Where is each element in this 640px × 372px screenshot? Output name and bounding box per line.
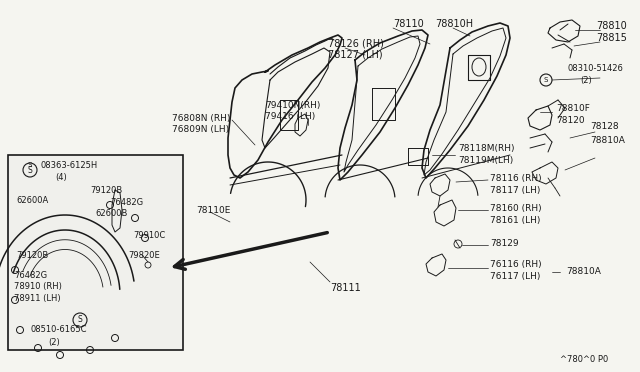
Text: 78161 (LH): 78161 (LH) [490, 215, 540, 224]
Text: 76482G: 76482G [14, 270, 47, 279]
Text: 78815: 78815 [596, 33, 627, 43]
Text: ^780^0 P0: ^780^0 P0 [560, 356, 608, 365]
Text: 79120B: 79120B [16, 250, 48, 260]
Text: 78129: 78129 [490, 238, 518, 247]
Text: 79410N(RH): 79410N(RH) [265, 100, 321, 109]
Text: 78110: 78110 [393, 19, 424, 29]
Text: 78910 (RH): 78910 (RH) [14, 282, 62, 292]
Text: 08363-6125H: 08363-6125H [40, 160, 97, 170]
Text: 78810A: 78810A [566, 267, 601, 276]
Text: 78810: 78810 [596, 21, 627, 31]
Text: 78127 (LH): 78127 (LH) [328, 49, 383, 59]
Text: 78119M(LH): 78119M(LH) [458, 155, 513, 164]
Text: 78810F: 78810F [556, 103, 590, 112]
Bar [8, 155, 183, 350]
Text: S: S [77, 315, 83, 324]
Text: 62600A: 62600A [16, 196, 48, 205]
Text: 76116 (RH): 76116 (RH) [490, 260, 541, 269]
Text: S: S [544, 77, 548, 83]
Text: 78117 (LH): 78117 (LH) [490, 186, 540, 195]
Text: 78120: 78120 [556, 115, 584, 125]
Text: 79416 (LH): 79416 (LH) [265, 112, 316, 121]
Text: S: S [28, 166, 33, 174]
Text: 78110E: 78110E [196, 205, 230, 215]
Text: 62600B: 62600B [95, 208, 127, 218]
Text: 78111: 78111 [330, 283, 361, 293]
Text: 78911 (LH): 78911 (LH) [14, 295, 61, 304]
Text: 08310-51426: 08310-51426 [568, 64, 624, 73]
Text: S: S [28, 162, 32, 168]
Text: 78160 (RH): 78160 (RH) [490, 203, 541, 212]
Text: 79820E: 79820E [128, 250, 160, 260]
Text: 78128: 78128 [590, 122, 619, 131]
Text: 78118M(RH): 78118M(RH) [458, 144, 515, 153]
Text: 08510-6165C: 08510-6165C [30, 326, 86, 334]
Text: (4): (4) [55, 173, 67, 182]
Text: 78116 (RH): 78116 (RH) [490, 173, 541, 183]
Text: 76809N (LH): 76809N (LH) [172, 125, 229, 134]
Text: 78810A: 78810A [590, 135, 625, 144]
Text: 76482G: 76482G [110, 198, 143, 206]
Text: (2): (2) [580, 76, 592, 84]
Text: 79120B: 79120B [90, 186, 122, 195]
Text: 76117 (LH): 76117 (LH) [490, 272, 540, 280]
Text: (2): (2) [48, 337, 60, 346]
Text: 79910C: 79910C [133, 231, 165, 240]
Text: 78126 (RH): 78126 (RH) [328, 38, 384, 48]
Text: 76808N (RH): 76808N (RH) [172, 113, 230, 122]
Text: 78810H: 78810H [435, 19, 473, 29]
